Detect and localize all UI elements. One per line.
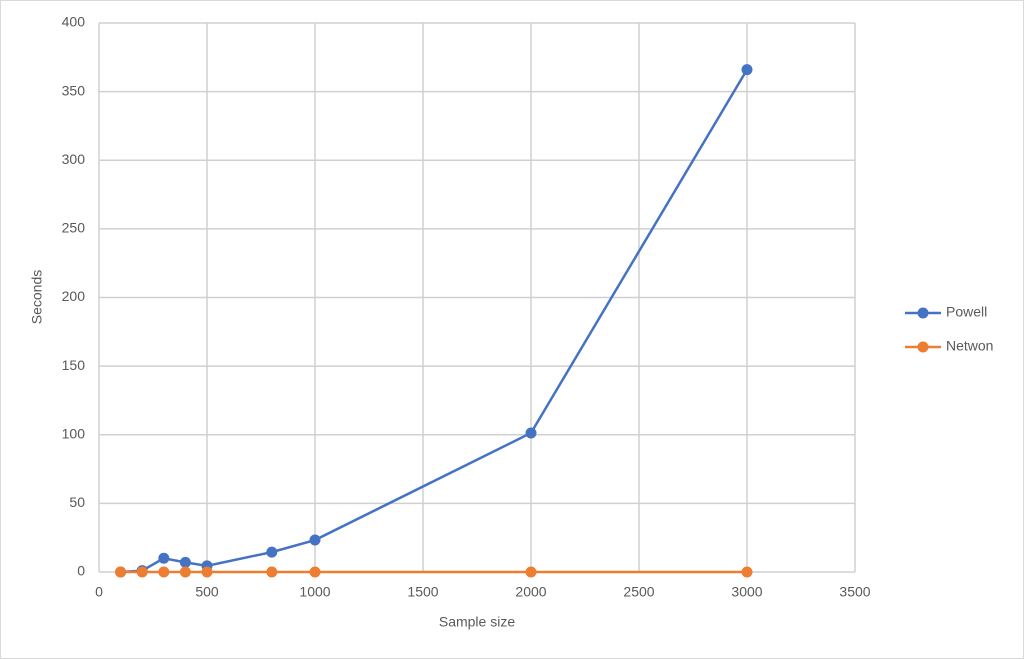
data-point <box>179 566 191 578</box>
y-tick-label: 150 <box>62 357 86 373</box>
y-tick-label: 100 <box>62 425 86 441</box>
data-point <box>266 566 278 578</box>
x-axis-title: Sample size <box>439 614 515 630</box>
data-point <box>525 566 537 578</box>
data-point <box>201 566 213 578</box>
legend-marker <box>917 307 929 319</box>
y-tick-label: 350 <box>62 82 86 98</box>
y-axis-title: Seconds <box>29 270 45 324</box>
x-tick-label: 3000 <box>731 584 762 600</box>
data-point <box>741 64 753 76</box>
data-point <box>525 427 537 439</box>
legend-label: Powell <box>946 304 987 320</box>
x-tick-label: 1000 <box>299 584 330 600</box>
y-tick-label: 200 <box>62 288 86 304</box>
y-tick-label: 300 <box>62 151 86 167</box>
data-point <box>179 556 191 568</box>
x-tick-label: 500 <box>195 584 219 600</box>
data-point <box>158 566 170 578</box>
data-point <box>309 566 321 578</box>
x-tick-label: 2000 <box>515 584 546 600</box>
data-point <box>115 566 127 578</box>
x-tick-label: 2500 <box>623 584 654 600</box>
data-point <box>309 534 321 546</box>
y-tick-label: 400 <box>62 14 86 30</box>
y-tick-label: 0 <box>77 563 85 579</box>
x-tick-label: 3500 <box>839 584 870 600</box>
legend-marker <box>917 341 929 353</box>
data-point <box>158 552 170 564</box>
data-point <box>266 546 278 558</box>
x-tick-label: 1500 <box>407 584 438 600</box>
y-tick-label: 250 <box>62 220 86 236</box>
data-point <box>741 566 753 578</box>
x-tick-label: 0 <box>95 584 103 600</box>
data-point <box>136 566 148 578</box>
legend-label: Netwon <box>946 338 993 354</box>
y-tick-label: 50 <box>69 494 85 510</box>
